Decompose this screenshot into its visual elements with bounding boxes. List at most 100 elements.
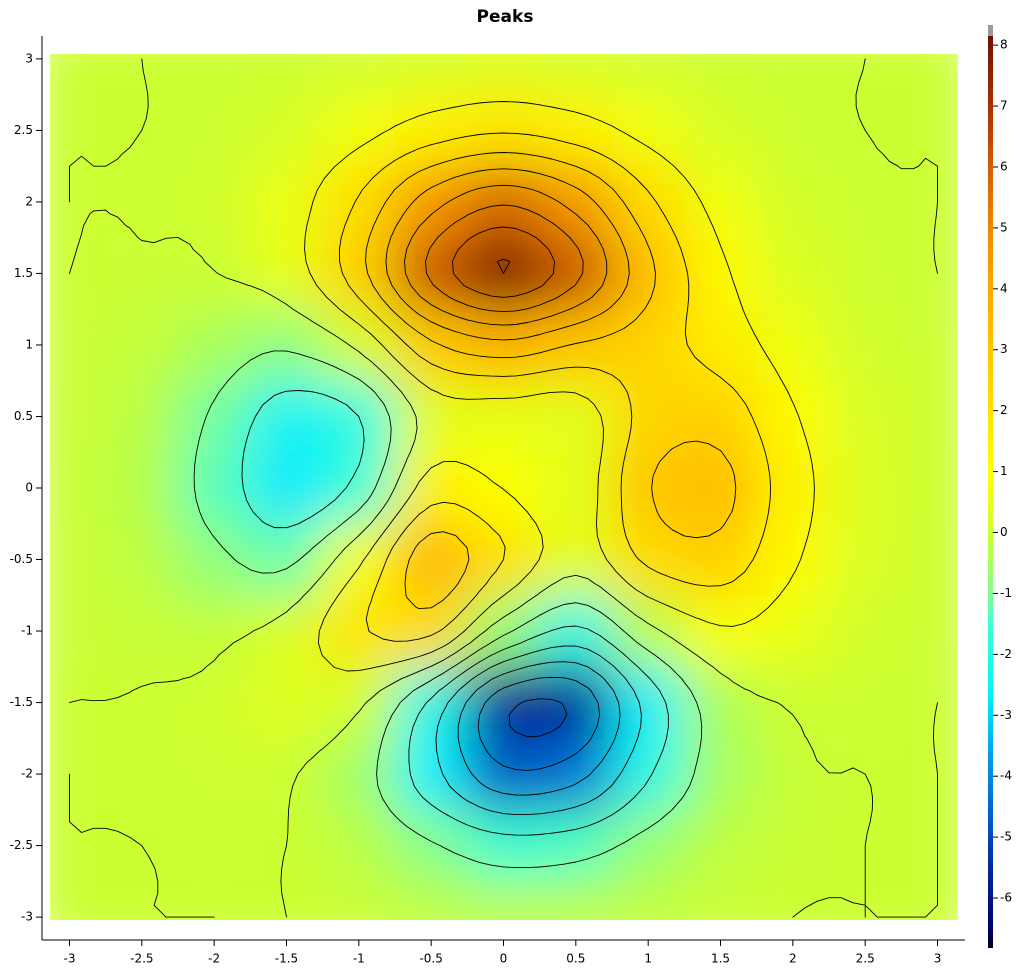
- chart-title: Peaks: [477, 7, 534, 27]
- colorbar-tick-label: 8: [1000, 38, 1008, 52]
- heat-cell: [250, 94, 324, 167]
- y-tick-label: -1.5: [10, 695, 33, 709]
- heat-cell: [539, 666, 613, 739]
- heat-cell: [322, 54, 396, 96]
- heat-cell: [467, 452, 541, 525]
- heat-cell: [756, 523, 830, 596]
- heat-cell: [50, 54, 107, 96]
- y-tick-label: -0.5: [10, 552, 33, 566]
- contour-line: [365, 152, 737, 610]
- y-tick-label: -2.5: [10, 838, 33, 852]
- heat-cell: [177, 237, 251, 310]
- heat-cell: [756, 54, 830, 96]
- x-tick-label: 0.5: [566, 952, 585, 966]
- heat-cell: [901, 452, 958, 525]
- heat-cell: [467, 380, 541, 453]
- heat-cell: [394, 94, 468, 167]
- heat-cell: [467, 309, 541, 382]
- colorbar-tick-label: -6: [1000, 891, 1012, 905]
- heat-cell: [394, 237, 468, 310]
- heat-cell: [394, 809, 468, 882]
- heat-cell: [612, 595, 685, 668]
- heat-cell: [467, 54, 541, 96]
- heat-cell: [50, 523, 107, 596]
- heat-cell: [105, 380, 179, 453]
- heat-cell: [829, 380, 902, 453]
- colorbar-tick-label: 2: [1000, 403, 1008, 417]
- heat-cell: [612, 881, 685, 920]
- colorbar-tick-label: 7: [1000, 99, 1008, 113]
- heat-cell: [539, 738, 613, 811]
- heat-cell: [322, 523, 396, 596]
- heat-cell: [467, 595, 541, 668]
- heat-cell: [901, 54, 958, 96]
- heat-cell: [539, 523, 613, 596]
- colorbar-tick-label: 5: [1000, 220, 1008, 234]
- heat-cell: [250, 54, 324, 96]
- contour-line: [193, 350, 703, 869]
- heat-cell: [756, 94, 830, 167]
- heat-cell: [612, 738, 685, 811]
- y-tick-label: -1: [21, 624, 33, 638]
- heat-cell: [539, 809, 613, 882]
- heat-cell: [50, 881, 107, 920]
- heat-cell: [829, 523, 902, 596]
- heat-cell: [539, 237, 613, 310]
- heat-cell: [539, 595, 613, 668]
- heat-cell: [756, 738, 830, 811]
- heat-cell: [612, 666, 685, 739]
- heat-cell: [467, 166, 541, 239]
- colorbar: [988, 36, 993, 948]
- heat-cell: [612, 809, 685, 882]
- colorbar-tick-label: -2: [1000, 647, 1012, 661]
- heat-cell: [756, 881, 830, 920]
- heat-cell: [250, 738, 324, 811]
- contour-line: [69, 58, 938, 918]
- heat-cell: [250, 595, 324, 668]
- heat-cell: [177, 380, 251, 453]
- heat-cell: [684, 881, 758, 920]
- x-tick-label: -0.5: [419, 952, 442, 966]
- y-tick-label: 1: [25, 337, 33, 351]
- heat-cell: [250, 666, 324, 739]
- heat-cell: [901, 380, 958, 453]
- heat-cell: [394, 881, 468, 920]
- colorbar-tick-label: -3: [1000, 708, 1012, 722]
- colorbar-tick-label: 0: [1000, 525, 1008, 539]
- x-tick-label: -1: [353, 952, 365, 966]
- x-tick-label: -2: [208, 952, 220, 966]
- heat-cell: [105, 738, 179, 811]
- heat-cell: [901, 809, 958, 882]
- heat-cell: [394, 738, 468, 811]
- x-tick-label: -1.5: [275, 952, 298, 966]
- heat-cell: [105, 166, 179, 239]
- heat-cell: [612, 380, 685, 453]
- heat-cell: [394, 166, 468, 239]
- heat-cell: [612, 452, 685, 525]
- heat-cell: [612, 309, 685, 382]
- heat-cell: [394, 452, 468, 525]
- heat-cell: [322, 595, 396, 668]
- colorbar-tick-label: 1: [1000, 464, 1008, 478]
- heat-cell: [684, 309, 758, 382]
- heat-cell: [250, 452, 324, 525]
- heat-cell: [901, 94, 958, 167]
- heat-cell: [322, 881, 396, 920]
- heatmap-cells: [50, 54, 958, 920]
- heat-cell: [250, 309, 324, 382]
- heat-cell: [756, 809, 830, 882]
- heat-cell: [177, 666, 251, 739]
- heat-cell: [684, 523, 758, 596]
- heat-cell: [684, 380, 758, 453]
- contour-line: [425, 204, 584, 313]
- x-tick-label: 0: [500, 952, 508, 966]
- heat-cell: [250, 523, 324, 596]
- contours: [69, 58, 938, 918]
- heat-cell: [539, 881, 613, 920]
- heat-cell: [901, 738, 958, 811]
- heat-cell: [467, 666, 541, 739]
- heat-cell: [50, 809, 107, 882]
- heat-cell: [50, 309, 107, 382]
- heat-cell: [50, 166, 107, 239]
- heat-cell: [829, 309, 902, 382]
